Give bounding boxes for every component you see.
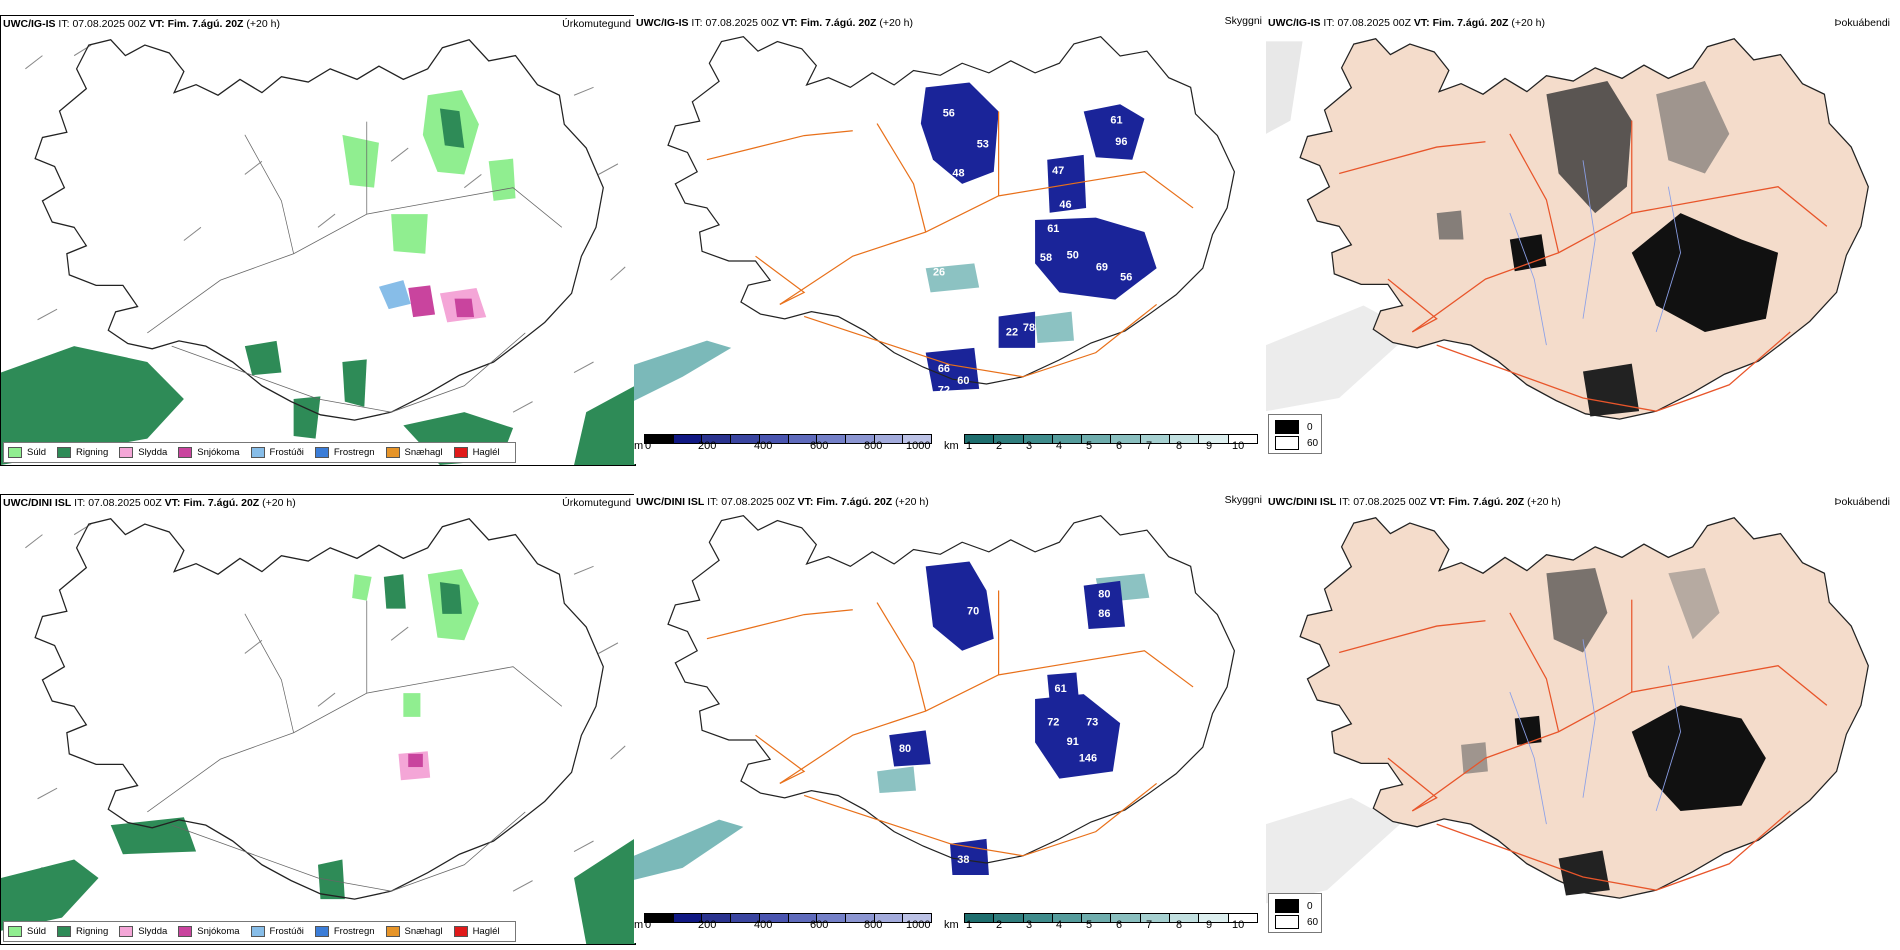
roads [147,600,563,892]
visibility-colorbar: km 1 2 3 4 5 6 7 8 9 10 [944,913,1264,943]
roads [147,121,563,413]
svg-text:58: 58 [1040,252,1052,264]
svg-text:72: 72 [1047,717,1059,729]
fog-areas [1436,81,1779,417]
svg-text:96: 96 [1115,136,1127,148]
rivers [1509,639,1681,825]
legend-item-snaehagl: Snæhagl [385,926,443,937]
svg-text:70: 70 [967,606,979,618]
visibility-map-igis: UWC/IG-IS IT: 07.08.2025 00Z VT: Fim. 7.… [634,15,1266,464]
roads [706,590,1194,857]
svg-text:61: 61 [1047,223,1059,235]
iceland-map: 56 53 48 47 46 61 50 58 69 56 64 61 96 2… [634,36,1236,401]
panel-title: UWC/IG-IS IT: 07.08.2025 00Z VT: Fim. 7.… [1268,17,1545,29]
iceland-map [1266,38,1869,420]
precip-type-legend: Súld Rigning Slydda Snjókoma Frostúði Fr… [3,921,516,942]
legend-item-frostudi: Frostúði [250,926,304,937]
fog-legend: 0 60 [1268,893,1322,933]
precip-type-legend: Súld Rigning Slydda Snjókoma Frostúði Fr… [3,442,516,463]
svg-text:50: 50 [1067,250,1079,262]
legend-item-snjokoma: Snjókoma [178,926,240,937]
legend-item-frostregn: Frostregn [314,447,375,458]
ceiling-unit: m [634,919,644,931]
legend-item-snjokoma: Snjókoma [178,447,240,458]
svg-text:61: 61 [1110,115,1122,127]
legend-item-suld: Súld [8,926,46,937]
legend-item-suld: Súld [8,447,46,458]
ceiling-colorbar: m 0 200 400 600 800 1000 [634,913,944,943]
panel-title: UWC/IG-IS IT: 07.08.2025 00Z VT: Fim. 7.… [3,18,280,30]
fog-legend: 0 60 [1268,414,1322,454]
panel-title: UWC/IG-IS IT: 07.08.2025 00Z VT: Fim. 7.… [636,17,913,29]
cloud-ceiling-labels: 70 80 86 60 61 72 91 73 146 80 38 [899,589,1113,866]
legend-item-slydda: Slydda [119,447,167,458]
svg-text:60: 60 [957,375,969,387]
rivers [1509,160,1681,346]
fog-indicator-map-dini: UWC/DINI ISL IT: 07.08.2025 00Z VT: Fim.… [1266,494,1900,943]
variable-label: Skyggni [1224,494,1262,506]
variable-label: Þokuábendi [1834,496,1890,508]
legend-item-haglel: Haglél [453,447,500,458]
svg-text:91: 91 [1067,736,1079,748]
roads [1339,120,1828,412]
iceland-map [1,518,635,944]
visibility-areas [925,263,1074,343]
legend-item-rigning: Rigning [57,447,108,458]
svg-text:146: 146 [1079,753,1097,765]
svg-text:48: 48 [952,168,964,180]
iceland-map [1,39,635,465]
precip-areas [1,568,635,944]
ceiling-unit: m [634,440,644,452]
legend-item-frostregn: Frostregn [314,926,375,937]
variable-label: Úrkomutegund [562,18,631,30]
fog-indicator-map-igis: UWC/IG-IS IT: 07.08.2025 00Z VT: Fim. 7.… [1266,15,1900,464]
variable-label: Skyggni [1224,15,1262,27]
legend-item-rigning: Rigning [57,926,108,937]
panel-title: UWC/DINI ISL IT: 07.08.2025 00Z VT: Fim.… [3,497,296,509]
svg-text:80: 80 [1098,589,1110,601]
legend-item-frostudi: Frostúði [250,447,304,458]
roads [706,111,1194,378]
variable-label: Þokuábendi [1834,17,1890,29]
svg-text:60: 60 [1101,627,1113,639]
panel-title: UWC/DINI ISL IT: 07.08.2025 00Z VT: Fim.… [636,496,929,508]
svg-text:56: 56 [943,107,955,119]
svg-text:80: 80 [899,743,911,755]
svg-text:47: 47 [1052,165,1064,177]
precip-areas [1,89,635,465]
iceland-map [1266,517,1869,904]
svg-text:22: 22 [1006,327,1018,339]
svg-text:86: 86 [1098,608,1110,620]
legend-item-haglel: Haglél [453,926,500,937]
svg-text:61: 61 [1055,683,1067,695]
iceland-map: 70 80 86 60 61 72 91 73 146 80 38 [634,515,1236,880]
svg-text:26: 26 [933,267,945,279]
svg-text:69: 69 [1096,262,1108,274]
variable-label: Úrkomutegund [562,497,631,509]
roads [1339,599,1828,891]
svg-text:56: 56 [1120,271,1132,283]
visibility-unit: km [944,440,959,452]
svg-text:78: 78 [1023,322,1035,334]
ceiling-areas [889,561,1126,876]
svg-text:66: 66 [938,363,950,375]
visibility-map-dini: UWC/DINI ISL IT: 07.08.2025 00Z VT: Fim.… [634,494,1266,943]
svg-text:53: 53 [977,139,989,151]
ceiling-colorbar: m 0 200 400 600 800 1000 [634,434,944,464]
visibility-unit: km [944,919,959,931]
svg-text:38: 38 [957,854,969,866]
panel-title: UWC/DINI ISL IT: 07.08.2025 00Z VT: Fim.… [1268,496,1561,508]
svg-text:46: 46 [1059,199,1071,211]
cloud-ceiling-labels: 56 53 48 47 46 61 50 58 69 56 64 61 96 2… [933,107,1132,396]
svg-text:73: 73 [1086,717,1098,729]
visibility-colorbar: km 1 2 3 4 5 6 7 8 9 10 [944,434,1264,464]
precip-type-map-dini: UWC/DINI ISL IT: 07.08.2025 00Z VT: Fim.… [0,494,636,945]
precip-type-map-igis: UWC/IG-IS IT: 07.08.2025 00Z VT: Fim. 7.… [0,15,636,466]
svg-text:72: 72 [938,385,950,397]
svg-text:64: 64 [986,221,998,233]
ceiling-areas [920,82,1157,392]
legend-item-slydda: Slydda [119,926,167,937]
legend-item-snaehagl: Snæhagl [385,447,443,458]
